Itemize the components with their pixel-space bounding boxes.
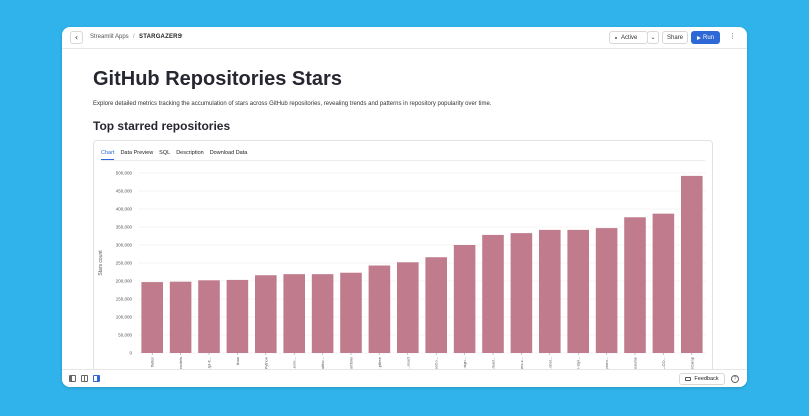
x-tick-label: ...resume xyxy=(633,356,638,369)
x-tick-label: ...ebsi... xyxy=(547,357,552,369)
x-tick-label: ...ptfree xyxy=(377,356,382,369)
run-label: Run xyxy=(702,34,714,41)
bar xyxy=(340,272,362,353)
bottom-bar: Feedback ? xyxy=(62,369,747,387)
bar xyxy=(453,245,476,353)
bar xyxy=(311,274,334,353)
help-glyph: ? xyxy=(733,376,737,382)
y-tick-label: 250,000 xyxy=(116,261,133,266)
bar xyxy=(255,275,277,353)
bar xyxy=(198,280,220,353)
x-tick-label: ...prom... xyxy=(604,357,609,369)
y-tick-label: 400,000 xyxy=(116,207,133,212)
y-tick-label: 100,000 xyxy=(116,315,133,320)
back-button[interactable]: ‹ xyxy=(70,31,83,44)
bar xyxy=(397,262,419,353)
y-tick-label: 450,000 xyxy=(116,189,133,194)
tab-description[interactable]: Description xyxy=(176,150,204,156)
share-label: Share xyxy=(666,34,683,41)
y-tick-label: 350,000 xyxy=(116,225,133,230)
main-content: GitHub Repositories Stars Explore detail… xyxy=(62,49,747,369)
x-tick-label: ...sign... xyxy=(462,357,467,369)
tab-data-preview[interactable]: Data Preview xyxy=(120,150,154,156)
play-icon xyxy=(696,35,701,40)
layout-left-sidebar-icon[interactable] xyxy=(69,375,76,382)
chevron-down-icon: ⌄ xyxy=(650,34,656,41)
chevron-left-icon: ‹ xyxy=(74,33,79,42)
breadcrumb-separator: / xyxy=(133,34,135,40)
status-dot-icon xyxy=(615,36,617,39)
bar xyxy=(539,229,561,353)
x-tick-label: flutter xyxy=(150,356,155,367)
status-menu-button[interactable]: ⌄ xyxy=(647,31,659,44)
layout-split-icon[interactable] xyxy=(81,375,88,382)
page-title: GitHub Repositories Stars xyxy=(93,68,342,90)
bar-chart: 0 50,000 100,000 150,000 200,000 250,000 300,0… xyxy=(98,171,706,369)
help-icon[interactable]: ? xyxy=(731,375,739,383)
breadcrumb-apps-link[interactable]: Streamlit Apps xyxy=(90,34,129,40)
bar xyxy=(169,281,192,353)
y-tick-label: 500,000 xyxy=(116,171,133,176)
bar xyxy=(425,257,447,353)
bar xyxy=(652,213,675,353)
status-button[interactable]: Active xyxy=(609,31,648,44)
x-tick-label: ...lb-styl... xyxy=(576,357,581,369)
page-description: Explore detailed metrics tracking the ac… xyxy=(93,101,492,107)
share-button[interactable]: Share xyxy=(662,31,688,44)
x-tick-label: ...oCamp xyxy=(689,356,694,369)
x-tick-label: ...react xyxy=(405,356,410,369)
bar xyxy=(368,265,391,353)
tab-chart[interactable]: Chart xyxy=(101,150,115,160)
x-tick-label: ...models xyxy=(178,357,183,369)
x-tick-label: ...witho... xyxy=(320,357,325,369)
tab-divider xyxy=(101,160,705,161)
bar xyxy=(624,217,646,353)
feedback-label: Feedback xyxy=(694,376,719,382)
top-toolbar: ‹ Streamlit Apps / STARGAZERS ▾ Active ⌄… xyxy=(62,27,747,49)
bar xyxy=(283,274,305,353)
y-tick-label: 50,000 xyxy=(118,333,132,338)
chevron-down-icon[interactable]: ▾ xyxy=(180,33,183,39)
y-axis-label: Stars count xyxy=(98,250,104,276)
y-tick-label: 150,000 xyxy=(116,297,133,302)
tab-download-data[interactable]: Download Data xyxy=(209,150,248,156)
x-tick-label: ...read... xyxy=(491,357,496,369)
chart-panel: Chart Data Preview SQL Description Downl… xyxy=(93,140,713,369)
x-tick-label: ...tpl-lt... xyxy=(207,357,212,369)
x-tick-label: ...Python xyxy=(263,357,268,369)
y-tick-label: 200,000 xyxy=(116,279,133,284)
bar xyxy=(510,233,533,353)
section-title: Top starred repositories xyxy=(93,119,231,133)
status-label: Active xyxy=(621,34,638,41)
chat-icon xyxy=(685,377,692,381)
app-window: ‹ Streamlit Apps / STARGAZERS ▾ Active ⌄… xyxy=(62,27,747,387)
bar xyxy=(141,282,163,353)
x-tick-label: ...ML-CO... xyxy=(661,357,666,369)
app-name[interactable]: STARGAZERS xyxy=(139,34,182,40)
y-tick-label: 300,000 xyxy=(116,243,133,248)
feedback-button[interactable]: Feedback xyxy=(679,373,725,385)
tab-sql[interactable]: SQL xyxy=(159,150,171,156)
bar xyxy=(226,279,249,353)
bar xyxy=(567,229,589,353)
x-tick-label: ...portfolio xyxy=(349,356,354,369)
y-tick-label: 0 xyxy=(129,351,132,356)
bar xyxy=(595,228,618,353)
x-tick-label: ...ecre... xyxy=(292,357,297,369)
x-tick-label: ...vuex-x... xyxy=(519,357,524,369)
bar xyxy=(681,175,703,353)
run-button[interactable]: Run xyxy=(691,31,720,44)
bar xyxy=(482,234,504,353)
tab-bar: Chart Data Preview SQL Description Downl… xyxy=(101,150,247,160)
more-menu-icon[interactable]: ⋮ xyxy=(729,32,736,40)
layout-right-panel-icon[interactable] xyxy=(93,375,100,382)
x-tick-label: linux xyxy=(235,357,240,365)
x-tick-label: ...reeCo... xyxy=(434,357,439,369)
